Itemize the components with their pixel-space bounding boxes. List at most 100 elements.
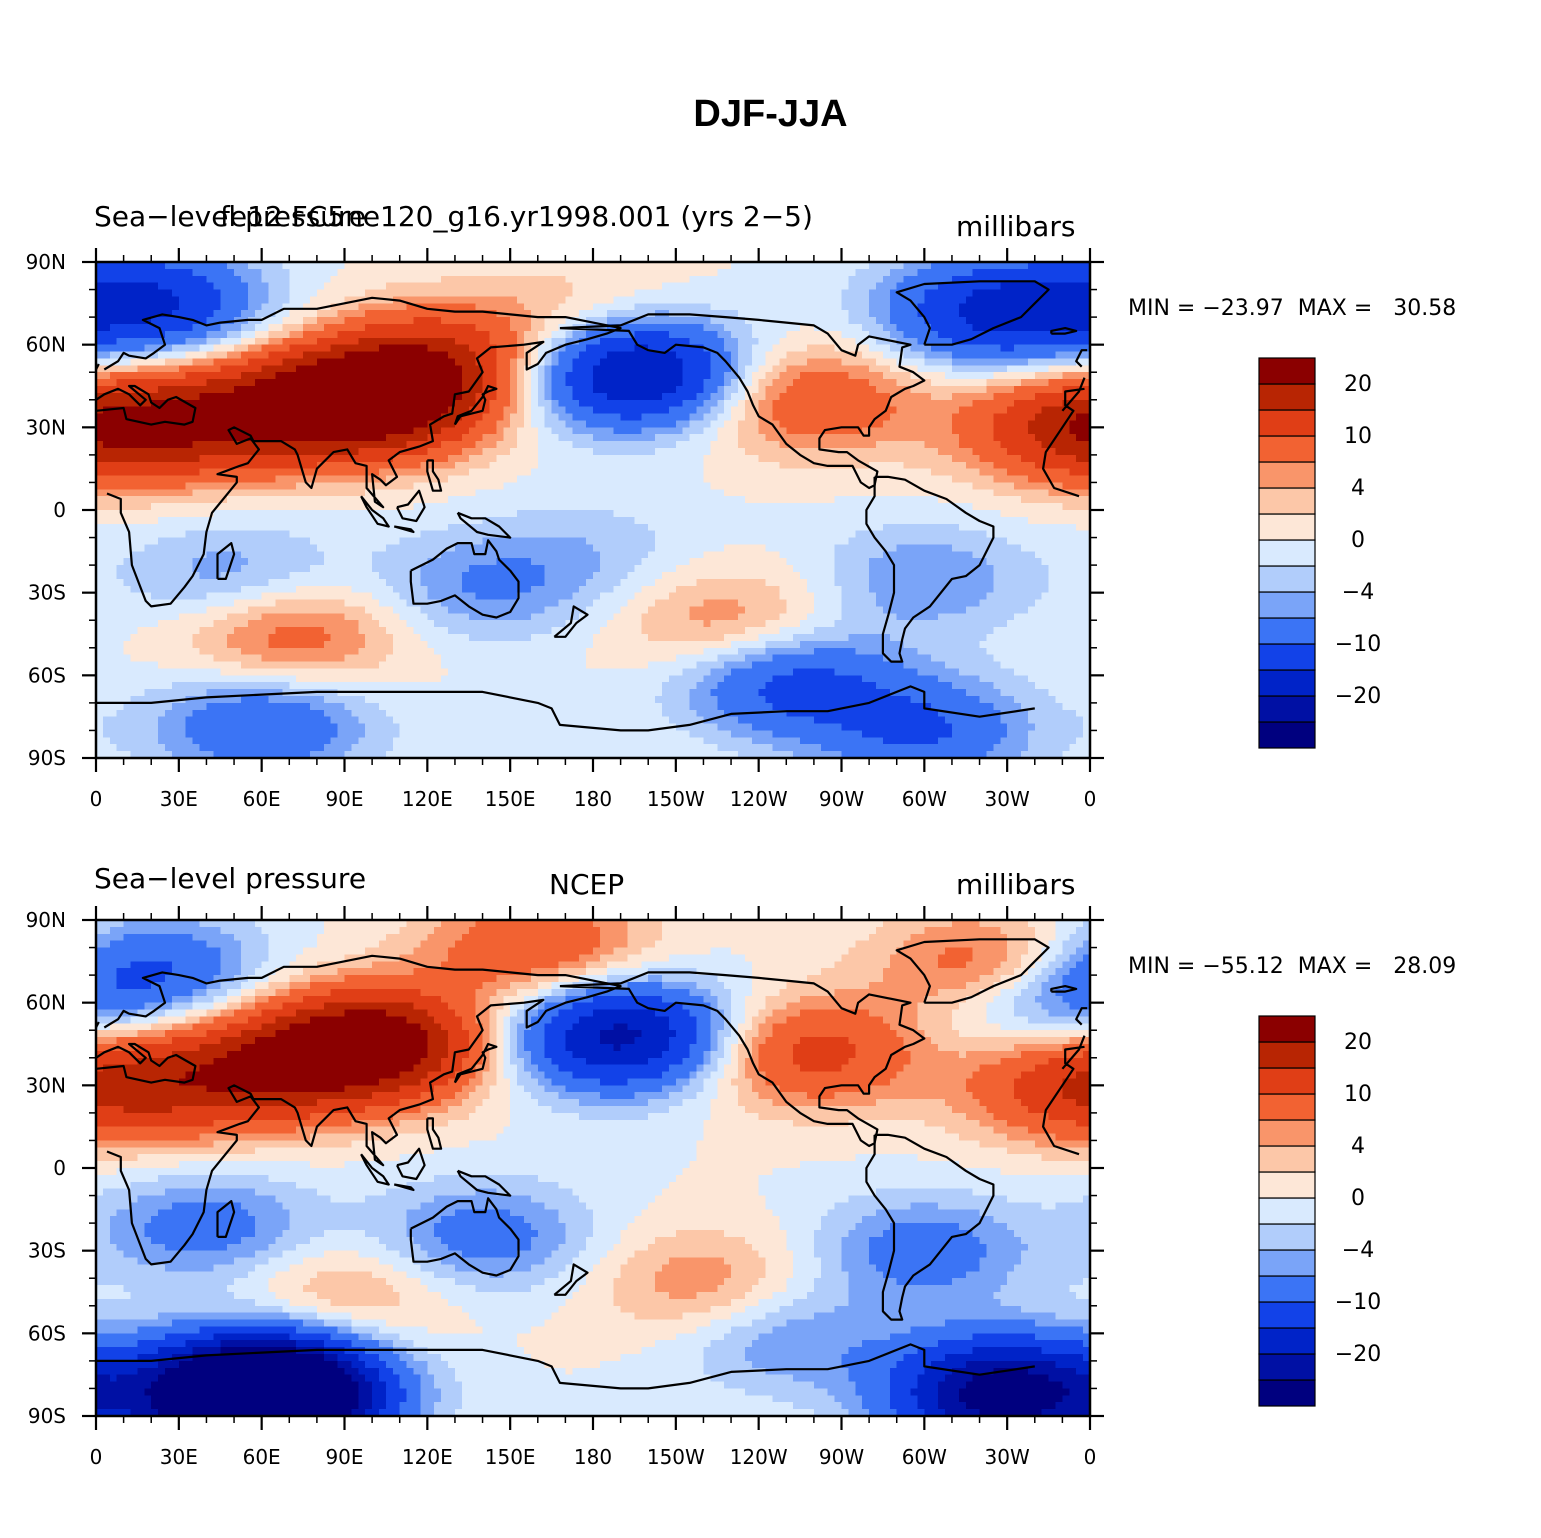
colorbar-swatch: [1258, 1171, 1316, 1199]
min-max-readout: MIN = −23.97 MAX = 30.58: [1128, 296, 1456, 321]
coastline: [96, 685, 1035, 732]
colorbar-swatch: [1258, 591, 1316, 619]
colorbar-swatch: [1258, 1249, 1316, 1277]
colorbar-swatch: [1258, 461, 1316, 489]
y-axis: 90N 60N 30N 0 30S 60S 90S: [26, 908, 1104, 1428]
y-tick-label: 60S: [28, 663, 66, 687]
colorbar-swatch: [1258, 1223, 1316, 1251]
coastline: [895, 280, 1050, 346]
colorbar-swatch: [1258, 1301, 1316, 1329]
x-tick-label: 150E: [485, 787, 536, 811]
colorbar-swatch: [1258, 1093, 1316, 1121]
coastline: [1050, 327, 1078, 335]
colorbar-swatch: [1258, 1197, 1316, 1225]
colorbar-swatch: [1258, 669, 1316, 697]
colorbar-swatch: [1258, 1015, 1316, 1043]
model-panel: Sea−level pressure fe12 FC5ne120_g16.yr1…: [0, 190, 1541, 830]
coastline: [426, 1117, 443, 1150]
x-tick-label: 180: [574, 787, 612, 811]
colorbar-label: 4: [1351, 476, 1365, 501]
panel-units: millibars: [956, 868, 1075, 901]
coastline: [865, 475, 995, 663]
x-axis: 0 30E 60E 90E 120E 150E 180 150W 120W 90W 60W 30W 0: [90, 906, 1097, 1469]
coastline: [216, 542, 236, 580]
x-tick-label: 30E: [160, 1445, 198, 1469]
x-tick-label: 0: [1084, 787, 1097, 811]
colorbar-label: −20: [1335, 684, 1381, 709]
y-tick-label: 90N: [26, 250, 66, 274]
colorbar-swatch: [1258, 1275, 1316, 1303]
colorbar-label: 10: [1344, 424, 1372, 449]
coastlines: [96, 938, 1088, 1390]
colorbar-label: 0: [1351, 528, 1365, 553]
colorbar-swatch: [1258, 1041, 1316, 1069]
panel-center-title: NCEP: [549, 868, 624, 901]
colorbar-swatch: [1258, 383, 1316, 411]
coastline: [865, 1133, 995, 1321]
colorbar-label: −4: [1342, 1238, 1374, 1263]
y-tick-label: 60S: [28, 1321, 66, 1345]
colorbar-swatch: [1258, 1119, 1316, 1147]
colorbar-swatch: [1258, 357, 1316, 385]
coastline: [360, 1153, 390, 1186]
colorbar-swatch: [1258, 617, 1316, 645]
colorbar-swatch: [1258, 643, 1316, 671]
coastline: [396, 489, 426, 523]
panel-left-title: Sea−level pressure: [94, 200, 366, 233]
x-axis: 0 30E 60E 90E 120E 150E 180 150W 120W 90W 60W 30W 0: [90, 248, 1097, 811]
y-tick-label: 30N: [26, 1073, 66, 1097]
colorbar-swatch: [1258, 1353, 1316, 1381]
x-tick-label: 90E: [325, 787, 363, 811]
coastline: [393, 525, 415, 534]
x-tick-label: 120E: [402, 1445, 453, 1469]
x-tick-label: 60W: [902, 787, 947, 811]
x-tick-label: 30E: [160, 787, 198, 811]
coastline: [1050, 985, 1078, 993]
colorbar-swatch: [1258, 695, 1316, 723]
ncep-panel: Sea−level pressure NCEP millibars MIN = …: [0, 848, 1541, 1488]
coastline: [393, 1183, 415, 1192]
coastline: [553, 1263, 589, 1296]
x-tick-label: 90W: [819, 1445, 864, 1469]
x-tick-label: 120W: [730, 1445, 788, 1469]
coastline: [396, 1147, 426, 1181]
y-tick-label: 90S: [28, 746, 66, 770]
y-tick-label: 0: [53, 1156, 66, 1180]
x-tick-label: 90W: [819, 787, 864, 811]
x-tick-label: 60E: [243, 787, 281, 811]
coastline: [559, 971, 926, 1148]
x-tick-label: 150E: [485, 1445, 536, 1469]
y-axis: 90N 60N 30N 0 30S 60S 90S: [26, 250, 1104, 770]
colorbar-label: 20: [1344, 1030, 1372, 1055]
x-tick-label: 0: [90, 787, 103, 811]
coastline: [96, 296, 1086, 608]
x-tick-label: 90E: [325, 1445, 363, 1469]
colorbar-swatch: [1258, 565, 1316, 593]
coastline: [456, 511, 512, 539]
colorbar-swatch: [1258, 487, 1316, 515]
colorbar-label: 20: [1344, 372, 1372, 397]
coastline: [216, 1200, 236, 1238]
x-tick-label: 60W: [902, 1445, 947, 1469]
x-tick-label: 150W: [647, 1445, 705, 1469]
coastline: [895, 938, 1050, 1004]
colorbar-swatch: [1258, 409, 1316, 437]
colorbar-label: −20: [1335, 1342, 1381, 1367]
coastlines: [96, 280, 1088, 732]
coastline: [409, 1197, 520, 1277]
colorbar-label: −4: [1342, 580, 1374, 605]
colorbar-swatch: [1258, 1145, 1316, 1173]
x-tick-label: 0: [90, 1445, 103, 1469]
figure-title: DJF-JJA: [0, 93, 1541, 136]
y-tick-label: 30S: [28, 581, 66, 605]
x-tick-label: 0: [1084, 1445, 1097, 1469]
colorbar-swatch: [1258, 1379, 1316, 1407]
coastline: [409, 539, 520, 619]
colorbar-swatch: [1258, 435, 1316, 463]
coastline: [453, 1042, 498, 1084]
colorbar-label: 4: [1351, 1134, 1365, 1159]
coastline: [453, 384, 498, 426]
map-plot: 0 30E 60E 90E 120E 150E 180 150W 120W 90W 60W 30W 09…: [26, 906, 1381, 1469]
colorbar-swatch: [1258, 1327, 1316, 1355]
colorbar-label: 0: [1351, 1186, 1365, 1211]
